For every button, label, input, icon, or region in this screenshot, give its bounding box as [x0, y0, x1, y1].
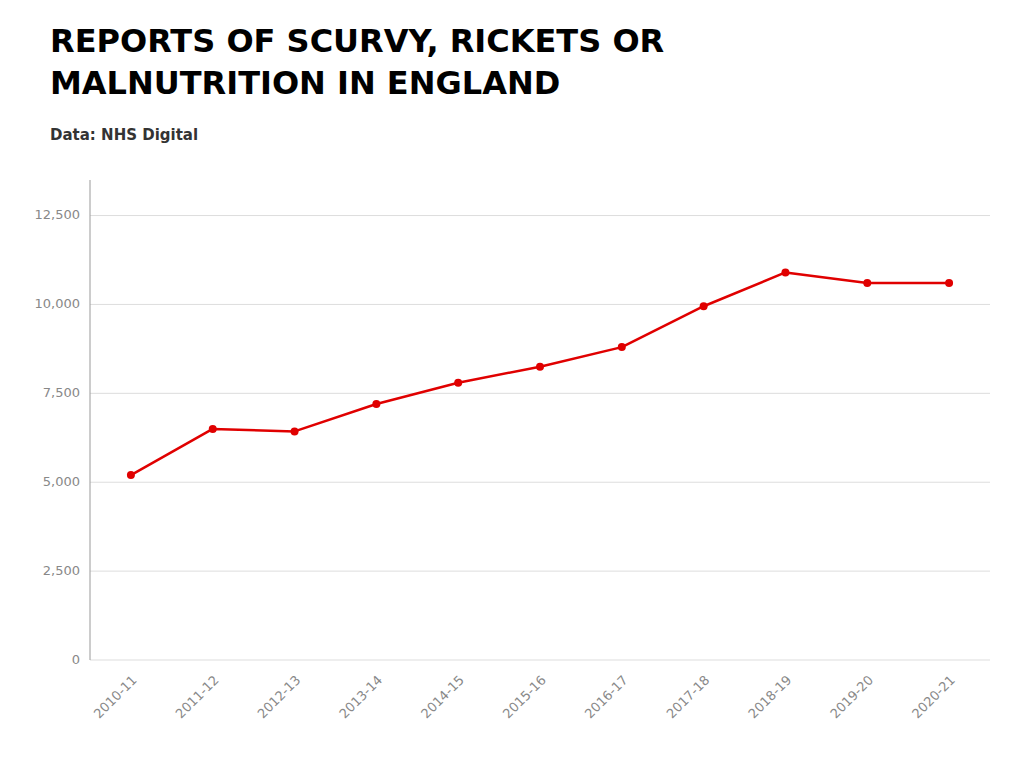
grid-line [90, 482, 990, 483]
marker [945, 279, 953, 287]
grid-line [90, 660, 990, 661]
grid-line [90, 571, 990, 572]
y-tick-label: 10,000 [35, 296, 81, 311]
x-tick-label: 2010-11 [91, 672, 140, 721]
marker [618, 343, 626, 351]
marker [454, 379, 462, 387]
marker [372, 400, 380, 408]
y-axis-line [90, 180, 91, 660]
marker [291, 427, 299, 435]
x-tick-label: 2011-12 [173, 672, 222, 721]
x-tick-label: 2018-19 [745, 672, 794, 721]
y-axis: 0 2,500 5,000 7,500 10,000 12,500 [35, 207, 991, 666]
y-tick-label: 7,500 [43, 385, 80, 400]
title-line: MALNUTRITION IN ENGLAND [50, 64, 560, 102]
grid-line [90, 393, 990, 394]
marker [700, 302, 708, 310]
marker [781, 268, 789, 276]
grid-line [90, 215, 990, 216]
x-tick-label: 2012-13 [254, 672, 303, 721]
chart: REPORTS OF SCURVY, RICKETS OR MALNUTRITIO… [0, 0, 1024, 768]
title: REPORTS OF SCURVY, RICKETS OR MALNUTRITIO… [50, 22, 664, 102]
grid-line [90, 304, 990, 305]
x-tick-label: 2019-20 [827, 672, 876, 721]
y-tick-label: 0 [72, 652, 80, 667]
y-tick-label: 2,500 [43, 563, 80, 578]
x-tick-label: 2013-14 [336, 672, 385, 721]
y-tick-label: 5,000 [43, 474, 80, 489]
x-tick-label: 2014-15 [418, 672, 467, 721]
marker [209, 425, 217, 433]
x-tick-label: 2015-16 [500, 672, 549, 721]
title-line: REPORTS OF SCURVY, RICKETS OR [50, 22, 664, 60]
marker [127, 471, 135, 479]
background [0, 0, 1024, 768]
line [131, 272, 949, 475]
plot-data [127, 268, 953, 479]
x-axis: 2010-11 2011-12 2012-13 2013-14 2014-15 2015-… [91, 672, 958, 721]
x-tick-label: 2017-18 [664, 672, 713, 721]
x-tick-label: 2016-17 [582, 672, 631, 721]
marker [536, 363, 544, 371]
y-tick-label: 12,500 [35, 207, 81, 222]
marker [863, 279, 871, 287]
x-tick-label: 2020-21 [909, 672, 958, 721]
subtitle: Data: NHS Digital [50, 126, 198, 144]
